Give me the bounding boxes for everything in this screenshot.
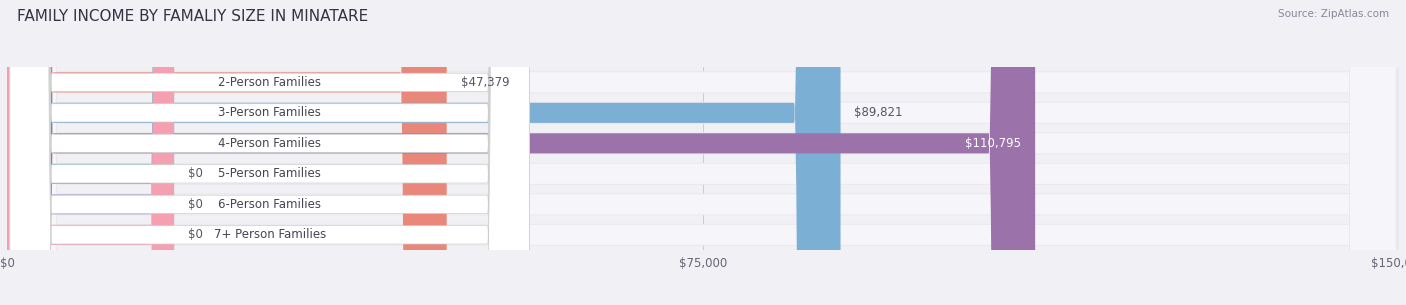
Text: 7+ Person Families: 7+ Person Families bbox=[214, 228, 326, 241]
Text: $47,379: $47,379 bbox=[461, 76, 509, 89]
Text: 3-Person Families: 3-Person Families bbox=[218, 106, 321, 119]
FancyBboxPatch shape bbox=[10, 0, 530, 305]
Text: FAMILY INCOME BY FAMALIY SIZE IN MINATARE: FAMILY INCOME BY FAMALIY SIZE IN MINATAR… bbox=[17, 9, 368, 24]
FancyBboxPatch shape bbox=[11, 0, 1395, 305]
FancyBboxPatch shape bbox=[7, 0, 1399, 305]
Text: $0: $0 bbox=[188, 167, 202, 180]
Text: $110,795: $110,795 bbox=[966, 137, 1021, 150]
FancyBboxPatch shape bbox=[7, 0, 1035, 305]
FancyBboxPatch shape bbox=[7, 0, 174, 305]
FancyBboxPatch shape bbox=[10, 0, 530, 305]
FancyBboxPatch shape bbox=[7, 0, 1399, 305]
FancyBboxPatch shape bbox=[7, 0, 447, 305]
Text: $89,821: $89,821 bbox=[855, 106, 903, 119]
Text: Source: ZipAtlas.com: Source: ZipAtlas.com bbox=[1278, 9, 1389, 19]
FancyBboxPatch shape bbox=[7, 0, 1399, 305]
FancyBboxPatch shape bbox=[11, 0, 1395, 305]
Text: 4-Person Families: 4-Person Families bbox=[218, 137, 321, 150]
FancyBboxPatch shape bbox=[7, 0, 1399, 305]
FancyBboxPatch shape bbox=[7, 0, 841, 305]
Text: 5-Person Families: 5-Person Families bbox=[218, 167, 321, 180]
FancyBboxPatch shape bbox=[10, 0, 530, 305]
FancyBboxPatch shape bbox=[7, 0, 174, 305]
FancyBboxPatch shape bbox=[11, 0, 1395, 305]
FancyBboxPatch shape bbox=[10, 0, 530, 305]
Text: $0: $0 bbox=[188, 228, 202, 241]
FancyBboxPatch shape bbox=[10, 0, 530, 305]
FancyBboxPatch shape bbox=[10, 0, 530, 305]
FancyBboxPatch shape bbox=[11, 0, 1395, 305]
FancyBboxPatch shape bbox=[7, 0, 1399, 305]
FancyBboxPatch shape bbox=[7, 0, 1399, 305]
Text: $0: $0 bbox=[188, 198, 202, 211]
FancyBboxPatch shape bbox=[11, 0, 1395, 305]
FancyBboxPatch shape bbox=[11, 0, 1395, 305]
FancyBboxPatch shape bbox=[7, 0, 174, 305]
Text: 2-Person Families: 2-Person Families bbox=[218, 76, 321, 89]
Text: 6-Person Families: 6-Person Families bbox=[218, 198, 321, 211]
